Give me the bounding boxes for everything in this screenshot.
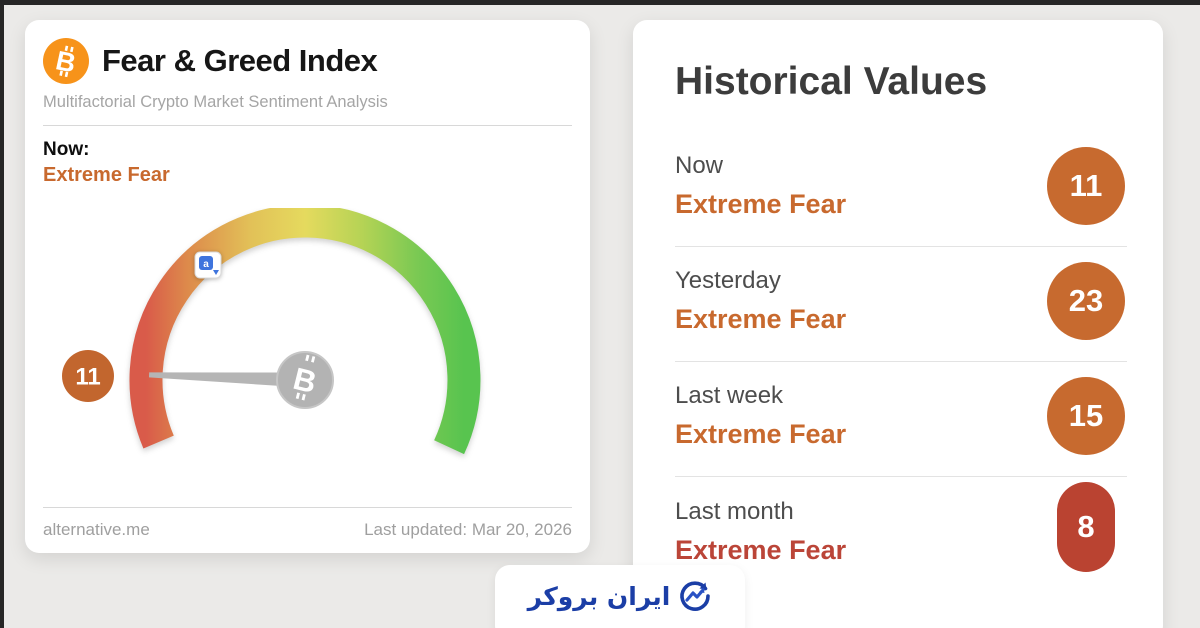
gauge-hub-bitcoin-icon: B	[276, 351, 334, 409]
gauge-chart: B 11 a	[62, 208, 481, 455]
fear-greed-card: B Fear & Greed Index Multifactorial Cryp…	[25, 20, 590, 553]
row-value-badge: 23	[1047, 262, 1125, 340]
row-period-label: Now	[675, 152, 724, 179]
table-row: Now Extreme Fear 11	[675, 132, 1127, 247]
brand-text: ایران بروکر	[527, 581, 671, 611]
row-period-label: Yesterday	[675, 267, 781, 294]
row-value-badge: 11	[1047, 147, 1125, 225]
window-frame-top	[0, 0, 1200, 5]
iranbroker-watermark: ایران بروکر	[495, 565, 745, 628]
header-divider	[43, 125, 572, 126]
gauge-needle	[148, 372, 306, 388]
row-sentiment: Extreme Fear	[675, 304, 847, 334]
bitcoin-icon: B	[43, 38, 89, 84]
row-sentiment: Extreme Fear	[675, 419, 847, 449]
row-period-label: Last month	[675, 498, 794, 525]
row-value-badge: 8	[1057, 482, 1115, 572]
row-value-badge: 15	[1047, 377, 1125, 455]
brand-chart-arrow-icon	[680, 581, 711, 611]
historical-rows: Now Extreme Fear 11 Yesterday Extreme Fe…	[675, 132, 1127, 593]
row-sentiment: Extreme Fear	[675, 189, 847, 219]
table-row: Last week Extreme Fear 15	[675, 362, 1127, 477]
fear-greed-header: B Fear & Greed Index	[43, 38, 572, 84]
translate-icon[interactable]: a	[194, 251, 222, 279]
historical-values-title: Historical Values	[675, 60, 988, 103]
window-frame-left	[0, 0, 4, 628]
row-sentiment: Extreme Fear	[675, 535, 847, 565]
page-title: Fear & Greed Index	[102, 43, 378, 78]
table-row: Last month Extreme Fear 8	[675, 477, 1127, 593]
row-period-label: Last week	[675, 382, 784, 409]
gauge-value-label: 11	[75, 364, 100, 391]
source-link[interactable]: alternative.me	[43, 520, 150, 539]
now-label: Now:	[43, 139, 90, 160]
gauge-value-badge: 11	[62, 350, 114, 402]
gauge-footer: alternative.me Last updated: Mar 20, 202…	[43, 507, 572, 540]
gauge-arc	[129, 208, 481, 455]
subtitle: Multifactorial Crypto Market Sentiment A…	[43, 93, 388, 111]
table-row: Yesterday Extreme Fear 23	[675, 247, 1127, 362]
last-updated: Last updated: Mar 20, 2026	[364, 520, 572, 539]
svg-text:a: a	[203, 259, 209, 270]
now-sentiment: Extreme Fear	[43, 164, 170, 186]
historical-values-card: Historical Values Now Extreme Fear 11 Ye…	[633, 20, 1163, 628]
